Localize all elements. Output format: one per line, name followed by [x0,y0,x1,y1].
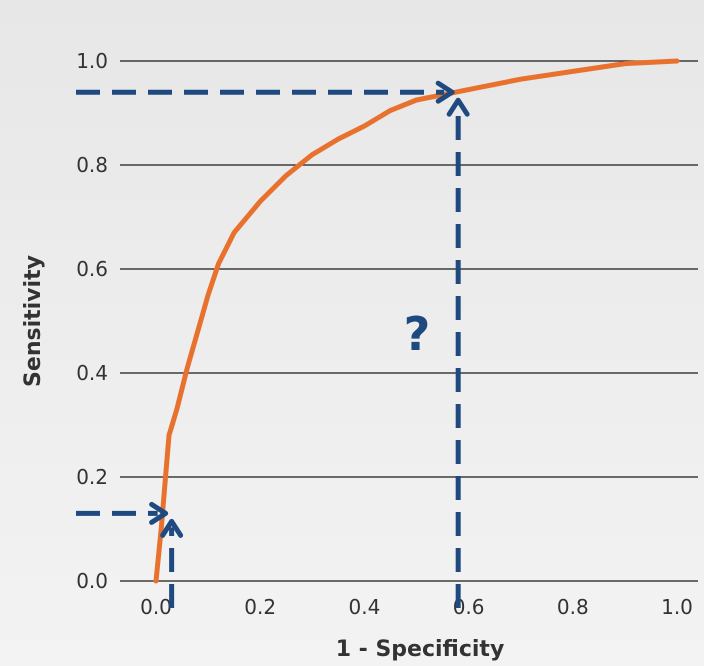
x-tick-label: 0.4 [348,595,380,619]
y-tick-label: 0.8 [76,153,108,177]
y-tick-label: 1.0 [76,49,108,73]
x-axis-title: 1 - Specificity [336,637,505,662]
guide-horizontal-arrowhead [149,501,169,525]
y-tick-label: 0.0 [76,569,108,593]
series-layer [153,58,680,584]
guide-vertical-arrowhead [160,518,184,538]
x-tick-label: 0.8 [557,595,589,619]
guide-horizontal-arrowhead [435,80,455,104]
guide-annotations [76,80,470,608]
x-tick-label: 1.0 [661,595,693,619]
y-tick-label: 0.2 [76,465,108,489]
y-tick-label: 0.6 [76,257,108,281]
roc-curve [153,58,680,584]
question-annotation: ? [404,307,431,361]
x-tick-label: 0.0 [140,595,172,619]
y-tick-label: 0.4 [76,361,108,385]
x-tick-label: 0.2 [244,595,276,619]
guide-vertical-arrowhead [446,97,470,117]
tick-labels: 0.00.20.40.60.81.00.0 0.2 0.4 0.6 0.8 1.0 [76,49,693,619]
y-axis-title: Sensitivity [21,255,46,387]
